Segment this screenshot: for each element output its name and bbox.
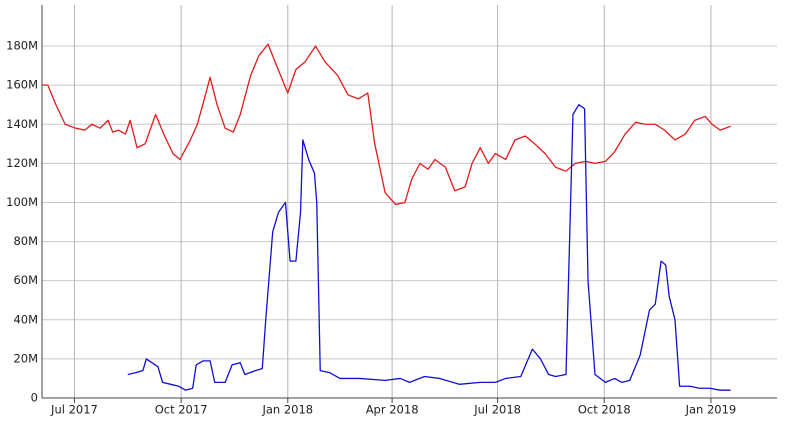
y-tick-label: 120M [6,156,38,170]
y-tick-label: 0 [31,391,38,405]
y-tick-label: 80M [13,234,38,248]
x-tick-label: Jan 2018 [261,403,313,417]
y-tick-label: 60M [13,273,38,287]
x-tick-label: Oct 2018 [578,403,631,417]
x-tick-label: Jan 2019 [685,403,737,417]
series-line [127,104,731,391]
x-tick-label: Apr 2018 [366,403,419,417]
series-line [42,43,731,206]
y-tick-label: 100M [6,195,38,209]
y-tick-label: 40M [13,312,38,326]
y-tick-label: 20M [13,351,38,365]
y-tick-label: 180M [6,39,38,53]
x-tick-label: Jul 2017 [50,403,98,417]
x-tick-label: Oct 2017 [155,403,208,417]
y-tick-label: 160M [6,78,38,92]
x-tick-label: Jul 2018 [473,403,521,417]
y-tick-label: 140M [6,117,38,131]
